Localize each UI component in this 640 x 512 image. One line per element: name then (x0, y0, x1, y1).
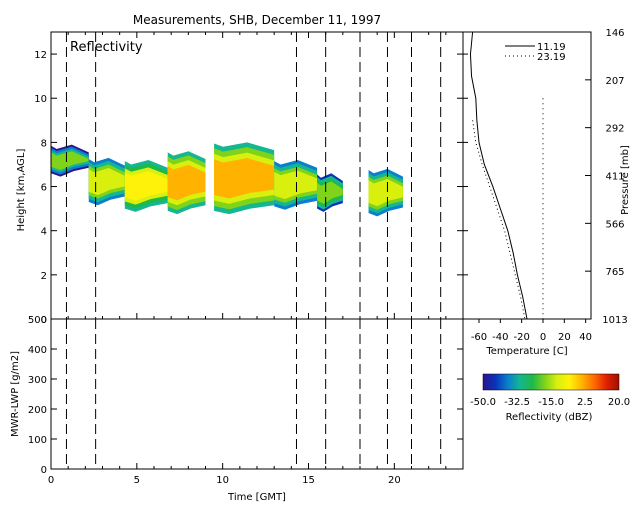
temp-tick-label-5: 40 (579, 332, 592, 343)
pressure-tick-label-6: 1013 (602, 315, 627, 326)
colorbar-gradient (482, 373, 620, 391)
echo-7-layer-3 (368, 179, 403, 207)
event-lines-top (65, 32, 442, 319)
reflectivity-panel: Reflectivity 0 2 4 6 8 10 12 Height [km,AGL] (16, 31, 464, 326)
time-axis-ticks: 0 5 10 15 20 (48, 32, 464, 486)
lwp-tick-label-4: 400 (28, 345, 47, 356)
lwp-tick-label-3: 300 (28, 375, 47, 386)
colorbar-ticks: -50.0 -32.5 -15.0 2.5 20.0 (470, 397, 630, 408)
colorbar-tick-label-0: -50.0 (470, 397, 496, 408)
legend-label-2319: 23.19 (537, 52, 566, 63)
colorbar-title: Reflectivity (dBZ) (506, 412, 593, 423)
reflectivity-label: Reflectivity (70, 40, 143, 55)
temp-tick-label-4: 20 (558, 332, 571, 343)
height-tick-label-0: 0 (41, 315, 47, 326)
time-tick-label-0: 0 (48, 475, 54, 486)
time-tick-label-4: 20 (388, 475, 401, 486)
temperature-axis-ticks: -60 -40 -20 0 20 40 (471, 319, 592, 343)
colorbar-tick-label-3: 2.5 (577, 397, 593, 408)
figure-title: Measurements, SHB, December 11, 1997 (133, 13, 381, 27)
echo-3-layer-3 (167, 164, 206, 201)
time-axis-label: Time [GMT] (227, 492, 286, 503)
pressure-tick-label-2: 292 (605, 124, 624, 135)
pressure-axis-ticks: 146 207 292 411 566 765 1013 (463, 28, 628, 326)
echo-0-layer-3 (51, 151, 89, 171)
temp-tick-label-3: 0 (540, 332, 546, 343)
echo-1-layer-3 (88, 167, 125, 196)
pressure-axis-label: Pressure [mb] (620, 145, 631, 215)
temperature-axis-label: Temperature [C] (485, 346, 567, 357)
temp-tick-label-0: -60 (471, 332, 487, 343)
height-tick-label-4: 8 (41, 138, 47, 149)
height-tick-label-6: 12 (34, 50, 47, 61)
temp-tick-label-2: -20 (513, 332, 529, 343)
pressure-tick-label-3: 411 (605, 172, 624, 183)
colorbar-tick-label-2: -15.0 (538, 397, 564, 408)
sounding-legend: 11.19 23.19 (505, 42, 566, 63)
lwp-axis-ticks: 0 100 200 300 400 500 (28, 315, 463, 476)
lwp-tick-label-0: 0 (41, 465, 47, 476)
echo-4-layer-3 (214, 158, 275, 199)
reflectivity-echoes (51, 142, 403, 217)
sounding-frame (462, 31, 592, 320)
time-tick-label-2: 10 (216, 475, 229, 486)
sounding-line-1119 (469, 31, 528, 320)
sounding-panel: 146 207 292 411 566 765 1013 -60 -40 -20 0 20 40 Pr… (462, 28, 631, 357)
pressure-tick-label-4: 566 (605, 219, 624, 230)
event-lines-bottom (65, 319, 442, 469)
temp-tick-label-1: -40 (492, 332, 508, 343)
time-tick-label-1: 5 (134, 475, 140, 486)
echo-5-layer-3 (274, 170, 318, 200)
height-tick-label-2: 4 (41, 227, 47, 238)
legend-label-1119: 11.19 (537, 42, 566, 53)
lwp-tick-label-1: 100 (28, 435, 47, 446)
pressure-tick-label-1: 207 (605, 76, 624, 87)
lwp-frame (50, 318, 464, 470)
height-tick-label-1: 2 (41, 271, 47, 282)
echo-2-layer-3 (124, 171, 168, 201)
time-tick-label-3: 15 (302, 475, 315, 486)
echo-6-layer-3 (317, 181, 343, 204)
colorbar-tick-label-1: -32.5 (504, 397, 530, 408)
pressure-tick-label-0: 146 (605, 28, 624, 39)
pressure-tick-label-5: 765 (605, 267, 624, 278)
colorbar: -50.0 -32.5 -15.0 2.5 20.0 Reflectivity (dBZ… (470, 373, 630, 423)
height-tick-label-3: 6 (41, 183, 47, 194)
lwp-tick-label-5: 500 (28, 315, 47, 326)
height-axis-label: Height [km,AGL] (16, 149, 27, 232)
height-tick-label-5: 10 (34, 94, 47, 105)
lwp-axis-label: MWR-LWP [g/m2] (10, 351, 21, 437)
lwp-tick-label-2: 200 (28, 405, 47, 416)
colorbar-tick-label-4: 20.0 (608, 397, 630, 408)
